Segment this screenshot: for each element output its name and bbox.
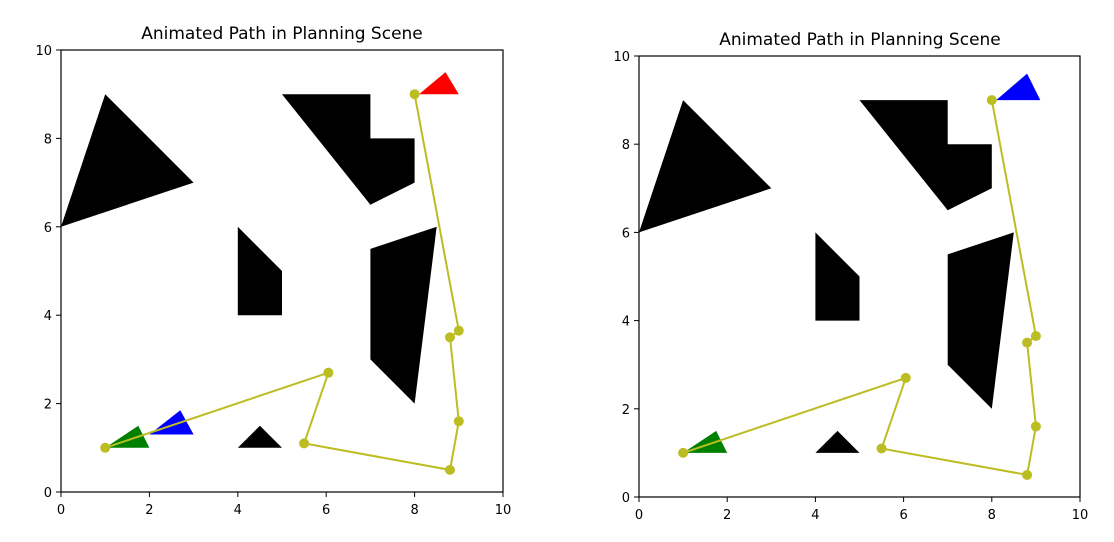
- x-tick-label: 2: [723, 508, 731, 523]
- y-tick-label: 6: [622, 226, 630, 241]
- path-waypoint-5: [1030, 421, 1041, 432]
- path-waypoint-4: [444, 464, 455, 475]
- y-tick-label: 10: [613, 50, 630, 65]
- obstacle-2: [282, 94, 415, 205]
- path-waypoint-5: [453, 416, 464, 427]
- y-tick-label: 10: [35, 44, 52, 59]
- goal-marker: [419, 72, 459, 95]
- path-waypoint-6: [444, 332, 455, 343]
- obstacle-3: [815, 232, 860, 321]
- obstacle-2: [859, 100, 992, 211]
- y-tick-label: 4: [44, 309, 52, 324]
- y-tick-label: 8: [622, 138, 630, 153]
- x-tick-label: 10: [495, 503, 512, 518]
- x-tick-label: 2: [145, 503, 153, 518]
- axes-frame: [638, 55, 1081, 498]
- start-marker: [683, 430, 728, 453]
- path-waypoint-1: [678, 447, 689, 458]
- planning-scene-chart-right: Animated Path in Planning Scene 0 2 4 6 8 10 0…: [613, 30, 1089, 523]
- obstacle-4: [947, 232, 1014, 409]
- obstacle-4: [370, 226, 437, 404]
- chart-title: Animated Path in Planning Scene: [141, 24, 423, 44]
- y-tick-label: 8: [44, 132, 52, 147]
- path-waypoint-7: [1030, 331, 1041, 342]
- x-tick-label: 6: [899, 508, 907, 523]
- y-tick-label: 0: [622, 491, 630, 506]
- obstacle-5: [237, 425, 282, 448]
- path-waypoint-3: [876, 443, 887, 454]
- x-tick-label: 4: [234, 503, 242, 518]
- x-tick-label: 10: [1072, 508, 1089, 523]
- robot-marker: [996, 73, 1041, 101]
- path-waypoint-3: [299, 438, 310, 449]
- path-waypoint-6: [1022, 337, 1033, 348]
- obstacle-5: [815, 430, 860, 453]
- start-marker: [105, 425, 150, 448]
- y-tick-label: 2: [44, 398, 52, 413]
- x-tick-label: 0: [635, 508, 643, 523]
- x-tick-label: 8: [988, 508, 996, 523]
- chart-panel-right: Animated Path in Planning Scene 0 2 4 6 8 10 0…: [557, 0, 1114, 542]
- x-tick-label: 6: [322, 503, 330, 518]
- path-waypoint-8: [409, 89, 420, 100]
- x-tick-label: 8: [410, 503, 418, 518]
- obstacle-1: [639, 100, 772, 233]
- obstacle-1: [61, 94, 194, 227]
- y-tick-label: 2: [622, 403, 630, 418]
- y-tick-label: 6: [44, 221, 52, 236]
- y-tick-label: 4: [622, 315, 630, 330]
- y-tick-label: 0: [44, 486, 52, 501]
- path-waypoint-1: [100, 442, 111, 453]
- path-waypoint-7: [453, 325, 464, 336]
- obstacle-3: [237, 226, 282, 316]
- chart-panel-left: Animated Path in Planning Scene 0 2 4 6 8 10 0…: [35, 24, 512, 518]
- path-waypoint-2: [323, 367, 334, 378]
- chart-title: Animated Path in Planning Scene: [719, 30, 1001, 50]
- path-waypoint-2: [900, 372, 911, 383]
- path-waypoint-8: [986, 95, 997, 106]
- path-waypoint-4: [1022, 469, 1033, 480]
- planning-scene-chart-left: Animated Path in Planning Scene 0 2 4 6 8 10 0…: [35, 24, 512, 518]
- x-tick-label: 0: [57, 503, 65, 518]
- x-tick-label: 4: [811, 508, 819, 523]
- axes-frame: [60, 49, 504, 493]
